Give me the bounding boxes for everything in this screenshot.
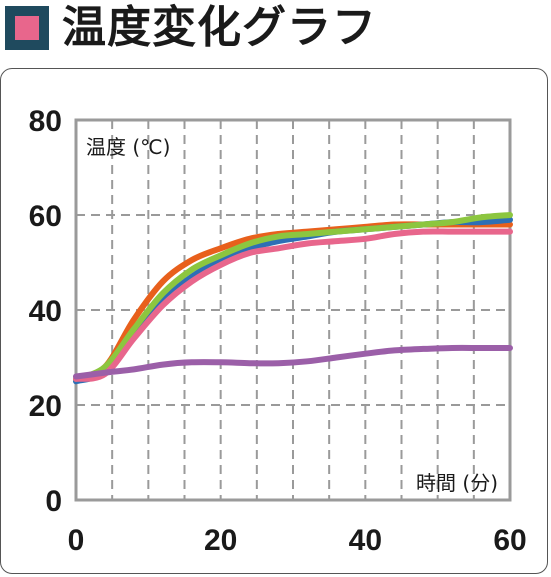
x-tick-label: 60 [493, 524, 526, 557]
y-axis-label: 温度 (℃) [86, 135, 170, 159]
plot-area [74, 118, 512, 502]
y-tick-label: 0 [45, 485, 62, 518]
chart-frame [0, 68, 548, 574]
x-tick-label: 40 [349, 524, 382, 557]
title-bar: 温度変化グラフ [0, 0, 551, 62]
x-tick-label: 0 [68, 524, 85, 557]
y-tick-label: 80 [29, 105, 62, 138]
y-tick-label: 60 [29, 200, 62, 233]
x-tick-label: 20 [204, 524, 237, 557]
series-group [73, 212, 513, 385]
series-line-3 [73, 212, 513, 382]
y-tick-label: 40 [29, 295, 62, 328]
series-line-4 [73, 228, 513, 382]
chart-grid [76, 120, 510, 500]
series-line-5 [73, 344, 513, 380]
title-marker-icon [5, 6, 49, 50]
page-title: 温度変化グラフ [62, 2, 377, 53]
y-tick-label: 20 [29, 390, 62, 423]
x-axis-label: 時間 (分) [416, 471, 498, 495]
tick-labels: 0 20 40 60 80 0 20 40 60 [29, 105, 527, 557]
